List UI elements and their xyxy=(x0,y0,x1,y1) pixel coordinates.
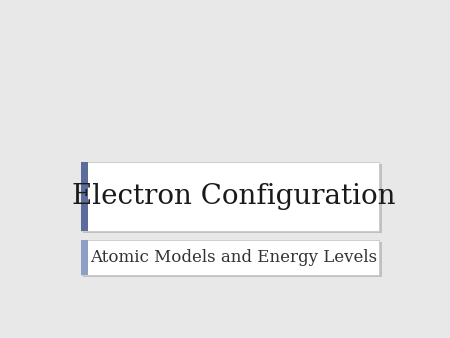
FancyBboxPatch shape xyxy=(81,240,379,275)
FancyBboxPatch shape xyxy=(83,242,382,277)
Bar xyxy=(81,240,88,275)
Text: Electron Configuration: Electron Configuration xyxy=(72,183,396,210)
FancyBboxPatch shape xyxy=(83,164,382,233)
FancyBboxPatch shape xyxy=(81,162,379,231)
Text: Atomic Models and Energy Levels: Atomic Models and Energy Levels xyxy=(90,249,377,266)
Bar xyxy=(81,162,88,231)
